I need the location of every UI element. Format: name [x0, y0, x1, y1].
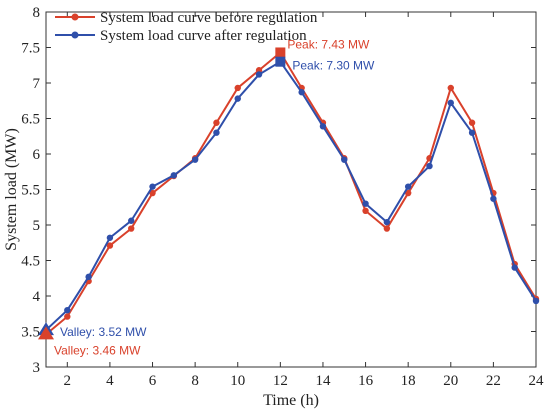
y-tick-label: 4.5 — [21, 254, 40, 270]
data-point — [213, 129, 220, 136]
legend: System load curve before regulation Syste… — [55, 10, 318, 44]
legend-swatch-marker — [71, 13, 79, 21]
data-point — [404, 183, 412, 190]
data-point — [106, 242, 114, 249]
y-tick-label: 7 — [33, 76, 41, 92]
y-tick-label: 4 — [33, 289, 41, 305]
y-tick-label: 5 — [33, 218, 41, 234]
data-point — [362, 207, 369, 214]
data-point — [234, 95, 241, 102]
data-point — [191, 156, 199, 163]
x-tick-label: 4 — [106, 373, 114, 389]
data-point — [426, 162, 433, 170]
data-point — [383, 218, 391, 226]
peak-marker — [275, 47, 286, 58]
annotation-layer: Peak: 7.43 MW Peak: 7.30 MW Valley: 3.52 M… — [38, 37, 375, 357]
data-point — [298, 89, 305, 96]
x-tick-label: 14 — [315, 373, 331, 389]
y-tick-label: 6 — [33, 147, 41, 163]
data-point — [234, 84, 241, 92]
data-point — [64, 313, 71, 320]
x-tick-label: 20 — [443, 373, 458, 389]
data-point — [383, 225, 391, 232]
data-point — [532, 297, 540, 305]
data-point — [149, 189, 156, 197]
data-point — [511, 264, 518, 271]
y-tick-label: 7.5 — [21, 41, 40, 57]
x-tick-label: 16 — [358, 373, 374, 389]
x-tick-label: 22 — [486, 373, 501, 389]
y-axis: 3 3.5 4 4.5 5 5.5 6 6.5 7 7.5 8 — [21, 5, 536, 376]
data-point — [362, 200, 369, 207]
data-point — [106, 234, 114, 241]
x-tick-label: 24 — [529, 373, 545, 389]
series-layer — [42, 49, 540, 338]
y-axis-label: System load (MW) — [3, 128, 20, 251]
series-line-after — [45, 60, 537, 331]
plot-frame — [45, 11, 537, 368]
legend-entry-label: System load curve after regulation — [100, 28, 307, 44]
series-line-before — [45, 50, 537, 336]
y-tick-label: 6.5 — [21, 112, 40, 128]
y-tick-label: 5.5 — [21, 183, 40, 199]
plot-area-border — [45, 11, 537, 368]
annotation-label: Valley: 3.52 MW — [60, 325, 147, 339]
data-point — [128, 217, 135, 224]
data-point — [64, 307, 71, 314]
data-point — [468, 129, 476, 136]
data-point — [447, 99, 454, 107]
y-tick-label: 3.5 — [21, 325, 40, 341]
annotation-label: Peak: 7.30 MW — [292, 59, 375, 73]
x-axis: 2 4 6 8 10 12 14 16 18 20 22 24 — [64, 12, 544, 389]
data-point — [447, 84, 454, 92]
x-axis-label: Time (h) — [263, 392, 319, 409]
y-tick-label: 3 — [33, 360, 41, 376]
y-tick-label: 8 — [33, 5, 41, 21]
x-tick-label: 12 — [273, 373, 288, 389]
x-tick-label: 2 — [64, 373, 72, 389]
legend-swatch-marker — [71, 31, 79, 39]
annotation-label: Valley: 3.46 MW — [54, 343, 141, 357]
legend-entry-label: System load curve before regulation — [100, 10, 318, 26]
x-tick-label: 8 — [191, 373, 199, 389]
valley-marker — [38, 326, 54, 340]
peak-marker — [275, 56, 286, 67]
data-point — [404, 189, 412, 197]
data-point — [319, 123, 327, 130]
data-point — [149, 183, 156, 190]
x-tick-label: 6 — [149, 373, 157, 389]
data-point — [213, 119, 220, 126]
data-point — [468, 119, 476, 126]
data-point — [490, 195, 497, 202]
data-point — [170, 172, 178, 179]
data-point — [128, 225, 135, 232]
annotation-label: Peak: 7.43 MW — [287, 37, 370, 51]
x-tick-label: 18 — [401, 373, 416, 389]
x-tick-label: 10 — [230, 373, 245, 389]
data-point — [341, 156, 348, 163]
data-point — [255, 71, 263, 78]
data-point — [85, 273, 92, 281]
